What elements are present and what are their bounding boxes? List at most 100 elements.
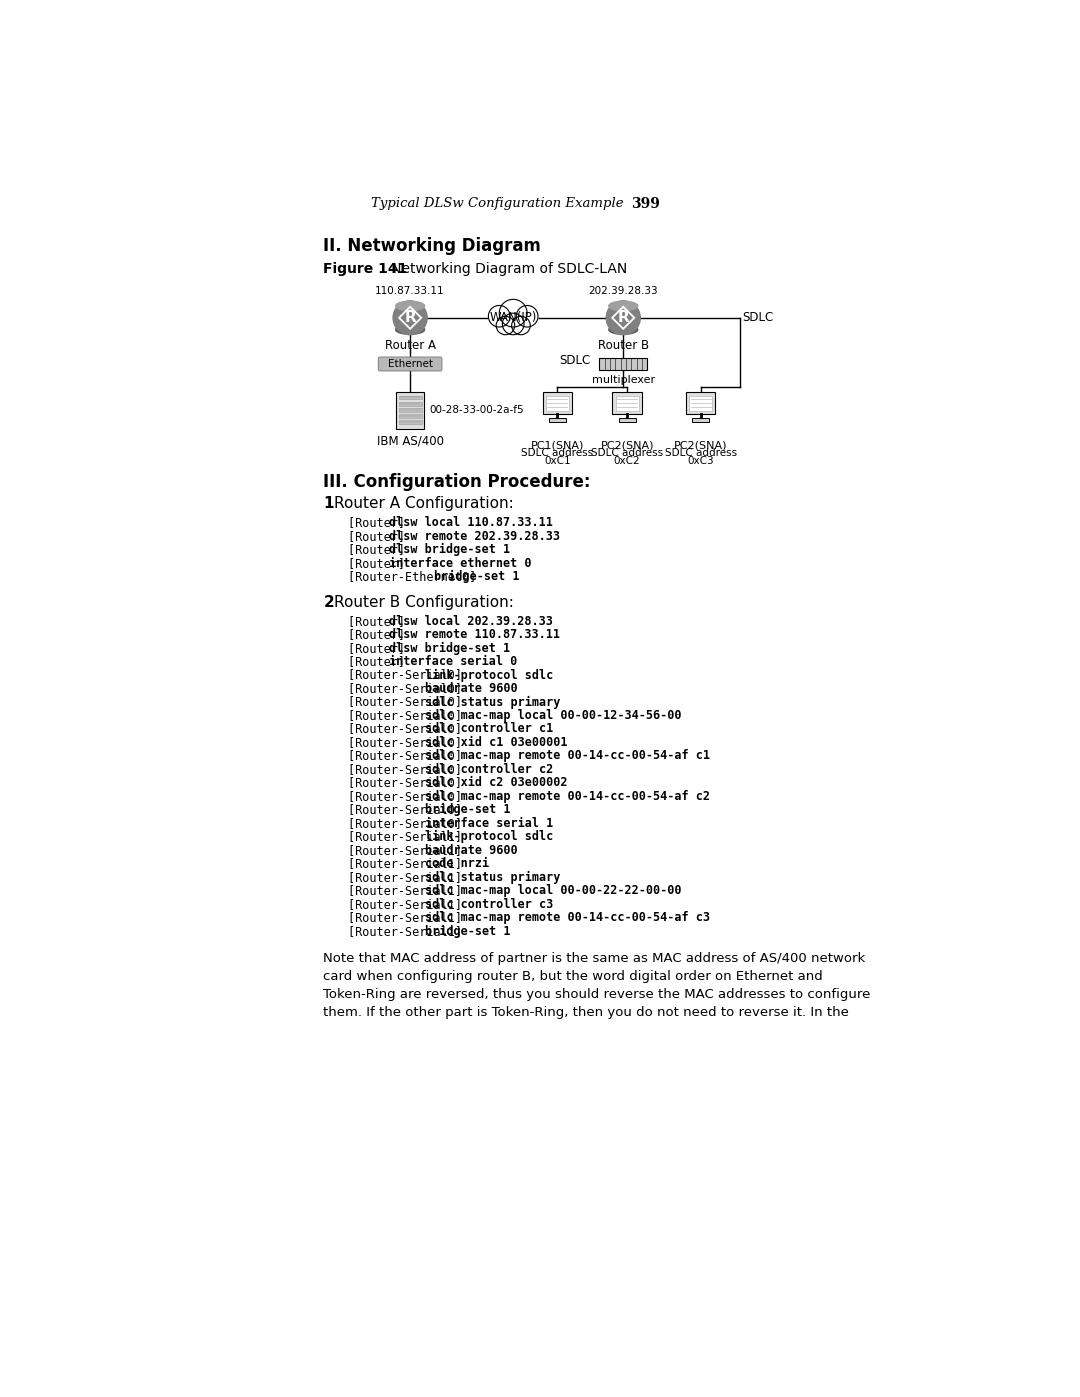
Text: 0xC2: 0xC2: [613, 457, 640, 467]
Text: Note that MAC address of partner is the same as MAC address of AS/400 network
ca: Note that MAC address of partner is the …: [323, 951, 870, 1018]
Text: 202.39.28.33: 202.39.28.33: [589, 286, 658, 296]
Text: [Router-Ethernet0]: [Router-Ethernet0]: [348, 570, 484, 584]
Text: SDLC: SDLC: [742, 312, 773, 324]
Text: baudrate 9600: baudrate 9600: [426, 844, 517, 856]
FancyBboxPatch shape: [689, 395, 713, 411]
Text: [Router-Serial1]: [Router-Serial1]: [348, 870, 469, 884]
Text: sdlc mac-map local 00-00-22-22-00-00: sdlc mac-map local 00-00-22-22-00-00: [426, 884, 681, 897]
Circle shape: [516, 306, 538, 327]
Text: 399: 399: [631, 197, 660, 211]
Text: PC2(SNA): PC2(SNA): [674, 440, 728, 450]
Text: sdlc status primary: sdlc status primary: [426, 696, 561, 708]
Text: III. Configuration Procedure:: III. Configuration Procedure:: [323, 474, 591, 492]
Text: Router A: Router A: [384, 339, 435, 352]
Text: II. Networking Diagram: II. Networking Diagram: [323, 237, 541, 254]
Text: sdlc xid c1 03e00001: sdlc xid c1 03e00001: [426, 736, 568, 749]
FancyBboxPatch shape: [378, 358, 442, 372]
Text: dlsw bridge-set 1: dlsw bridge-set 1: [389, 641, 510, 655]
Circle shape: [606, 300, 640, 335]
Circle shape: [393, 300, 428, 335]
Text: [Router]: [Router]: [348, 629, 413, 641]
Text: bridge-set 1: bridge-set 1: [426, 925, 511, 937]
Ellipse shape: [395, 326, 424, 334]
Text: [Router-Serial0]: [Router-Serial0]: [348, 817, 469, 830]
Text: [Router-Serial0]: [Router-Serial0]: [348, 736, 469, 749]
Text: 0xC1: 0xC1: [544, 457, 570, 467]
Text: 110.87.33.11: 110.87.33.11: [376, 286, 445, 296]
Text: 0xC3: 0xC3: [688, 457, 714, 467]
Text: PC1(SNA): PC1(SNA): [530, 440, 584, 450]
Text: 1: 1: [323, 496, 334, 511]
Circle shape: [502, 313, 524, 335]
FancyBboxPatch shape: [616, 395, 638, 411]
FancyBboxPatch shape: [399, 402, 422, 405]
Text: R: R: [404, 310, 416, 324]
FancyBboxPatch shape: [545, 395, 569, 411]
Text: 2: 2: [323, 595, 334, 609]
Text: [Router]: [Router]: [348, 529, 413, 543]
Text: SDLC: SDLC: [559, 353, 591, 366]
Text: [Router-Serial1]: [Router-Serial1]: [348, 898, 469, 911]
Text: multiplexer: multiplexer: [592, 374, 654, 384]
Text: [Router]: [Router]: [348, 615, 413, 627]
Text: interface serial 1: interface serial 1: [426, 817, 553, 830]
Text: [Router-Serial0]: [Router-Serial0]: [348, 749, 469, 763]
Text: dlsw remote 202.39.28.33: dlsw remote 202.39.28.33: [389, 529, 559, 543]
Text: [Router-Serial1]: [Router-Serial1]: [348, 911, 469, 923]
Text: WAN(IP): WAN(IP): [489, 312, 537, 324]
Text: R: R: [618, 310, 630, 324]
Text: [Router-Serial1]: [Router-Serial1]: [348, 858, 469, 870]
Text: [Router-Serial0]: [Router-Serial0]: [348, 669, 469, 682]
Circle shape: [512, 316, 530, 335]
Text: dlsw local 110.87.33.11: dlsw local 110.87.33.11: [389, 517, 553, 529]
Text: Router B Configuration:: Router B Configuration:: [334, 595, 514, 609]
Text: Ethernet: Ethernet: [388, 359, 433, 369]
Text: PC2(SNA): PC2(SNA): [600, 440, 653, 450]
Text: bridge-set 1: bridge-set 1: [434, 570, 519, 584]
Ellipse shape: [609, 326, 638, 334]
Ellipse shape: [395, 302, 424, 310]
Text: [Router-Serial1]: [Router-Serial1]: [348, 844, 469, 856]
Text: baudrate 9600: baudrate 9600: [426, 682, 517, 694]
Text: dlsw bridge-set 1: dlsw bridge-set 1: [389, 543, 510, 556]
FancyBboxPatch shape: [612, 393, 642, 414]
Text: [Router-Serial1]: [Router-Serial1]: [348, 884, 469, 897]
Text: [Router-Serial0]: [Router-Serial0]: [348, 682, 469, 694]
Text: [Router-Serial0]: [Router-Serial0]: [348, 722, 469, 735]
Text: sdlc mac-map local 00-00-12-34-56-00: sdlc mac-map local 00-00-12-34-56-00: [426, 708, 681, 722]
Text: sdlc controller c3: sdlc controller c3: [426, 898, 553, 911]
FancyBboxPatch shape: [399, 420, 422, 425]
Circle shape: [499, 299, 527, 327]
Text: sdlc mac-map remote 00-14-cc-00-54-af c3: sdlc mac-map remote 00-14-cc-00-54-af c3: [426, 911, 711, 923]
FancyBboxPatch shape: [549, 418, 566, 422]
Text: interface ethernet 0: interface ethernet 0: [389, 557, 531, 570]
Text: SDLC address: SDLC address: [664, 448, 737, 458]
Text: Networking Diagram of SDLC-LAN: Networking Diagram of SDLC-LAN: [378, 261, 626, 275]
Text: sdlc status primary: sdlc status primary: [426, 870, 561, 884]
FancyBboxPatch shape: [599, 358, 647, 370]
Text: [Router]: [Router]: [348, 517, 413, 529]
Text: sdlc controller c1: sdlc controller c1: [426, 722, 553, 735]
Text: sdlc controller c2: sdlc controller c2: [426, 763, 553, 775]
Text: [Router-Serial1]: [Router-Serial1]: [348, 830, 469, 844]
Text: dlsw remote 110.87.33.11: dlsw remote 110.87.33.11: [389, 629, 559, 641]
FancyBboxPatch shape: [399, 408, 422, 412]
FancyBboxPatch shape: [396, 391, 424, 429]
Text: sdlc mac-map remote 00-14-cc-00-54-af c1: sdlc mac-map remote 00-14-cc-00-54-af c1: [426, 749, 711, 763]
Text: [Router-Serial0]: [Router-Serial0]: [348, 708, 469, 722]
Text: Router B: Router B: [597, 339, 649, 352]
Text: [Router-Serial0]: [Router-Serial0]: [348, 777, 469, 789]
Text: 00-28-33-00-2a-f5: 00-28-33-00-2a-f5: [430, 405, 524, 415]
FancyBboxPatch shape: [399, 395, 422, 400]
Text: [Router-Serial1]: [Router-Serial1]: [348, 925, 469, 937]
Text: interface serial 0: interface serial 0: [389, 655, 517, 668]
Text: dlsw local 202.39.28.33: dlsw local 202.39.28.33: [389, 615, 553, 627]
FancyBboxPatch shape: [542, 393, 572, 414]
Text: Typical DLSw Configuration Example: Typical DLSw Configuration Example: [370, 197, 623, 210]
Text: sdlc xid c2 03e00002: sdlc xid c2 03e00002: [426, 777, 568, 789]
Text: SDLC address: SDLC address: [591, 448, 663, 458]
FancyBboxPatch shape: [692, 418, 710, 422]
Text: [Router-Serial0]: [Router-Serial0]: [348, 763, 469, 775]
Text: [Router]: [Router]: [348, 655, 413, 668]
Text: [Router-Serial0]: [Router-Serial0]: [348, 803, 469, 816]
